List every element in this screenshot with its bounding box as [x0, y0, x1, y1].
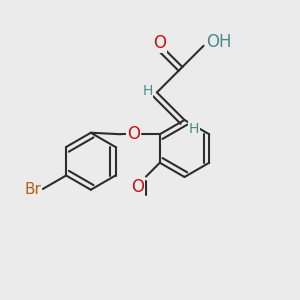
- Text: O: O: [153, 34, 166, 52]
- Text: O: O: [131, 178, 145, 196]
- Text: O: O: [127, 125, 140, 143]
- Text: H: H: [142, 84, 152, 98]
- Text: OH: OH: [206, 33, 232, 51]
- Text: H: H: [189, 122, 199, 136]
- Text: Br: Br: [24, 182, 41, 196]
